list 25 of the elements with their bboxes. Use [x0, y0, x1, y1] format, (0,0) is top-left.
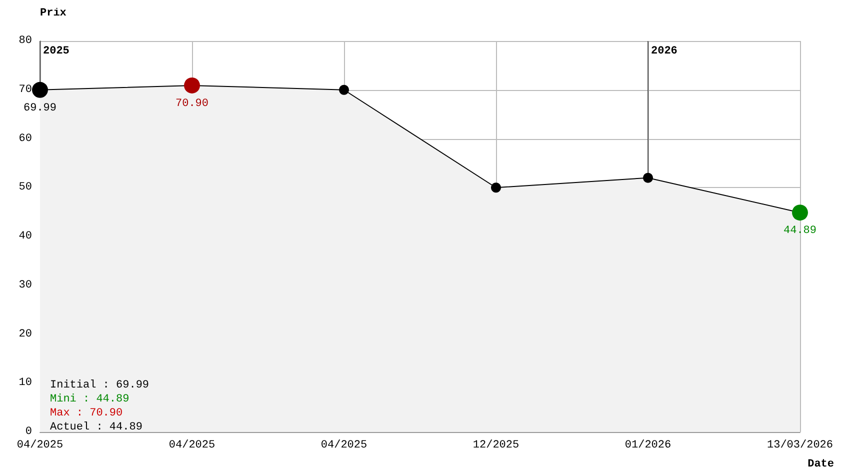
- annotation: Initial : 69.99: [50, 380, 150, 392]
- ref-line-label: 2026: [650, 46, 678, 58]
- y-tick-label: 40: [18, 230, 32, 242]
- data-label: 69.99: [23, 102, 57, 114]
- annotation: Actuel : 44.89: [50, 422, 142, 434]
- y-tick-label: 60: [18, 132, 32, 145]
- annotation: Max : 70.90: [50, 408, 123, 420]
- x-tick-label: 13/03/2026: [766, 440, 833, 452]
- x-tick-label: 04/2025: [320, 440, 368, 452]
- x-tick-label: 04/2025: [16, 440, 64, 452]
- y-tick-label: 50: [18, 182, 32, 194]
- y-tick-label: 20: [18, 328, 32, 340]
- x-tick-label: 04/2025: [168, 440, 216, 452]
- x-tick-label: 01/2026: [624, 440, 672, 452]
- x-tick-label: 12/2025: [472, 440, 520, 452]
- annotation: Mini : 44.89: [50, 394, 130, 406]
- data-label: 70.90: [175, 98, 209, 110]
- y-tick-label: 10: [18, 377, 32, 390]
- y-tick-label: 80: [18, 35, 32, 47]
- ref-line-label: 2025: [43, 46, 70, 58]
- x-axis-title: Date: [808, 458, 834, 470]
- y-tick-label: 30: [18, 279, 32, 292]
- data-label: 44.89: [783, 225, 816, 238]
- y-tick-label: 70: [18, 84, 32, 96]
- y-tick-label: 0: [25, 426, 32, 438]
